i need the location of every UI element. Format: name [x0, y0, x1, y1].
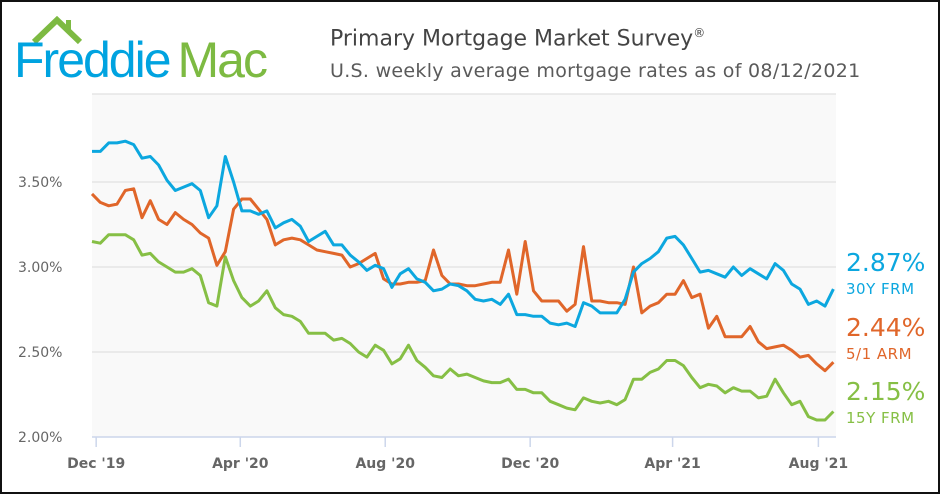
x-tick-label: Dec '20: [501, 456, 559, 472]
x-tick-label: Apr '21: [644, 456, 700, 472]
title-text: Primary Mortgage Market Survey: [330, 26, 694, 52]
series-line-frm15: [91, 233, 835, 422]
x-tick-label: Aug '20: [355, 456, 415, 472]
y-tick-label: 3.50%: [18, 175, 62, 191]
series-name-frm15: 15Y FRM: [846, 409, 915, 427]
logo-freddie: Freddie: [14, 32, 172, 88]
x-tick-label: Aug '21: [789, 456, 848, 472]
x-tick-label: Dec '19: [67, 456, 125, 472]
y-tick-label: 2.50%: [18, 345, 62, 361]
page-subtitle: U.S. weekly average mortgage rates as of…: [330, 60, 861, 82]
logo-mac: Mac: [177, 32, 268, 88]
plot-area: [92, 94, 836, 437]
last-value-arm51: 2.44%: [846, 313, 926, 342]
page-title: Primary Mortgage Market Survey®: [330, 26, 705, 51]
registered-mark: ®: [693, 26, 706, 40]
series-line-frm30: [92, 139, 835, 328]
y-tick-label: 2.00%: [18, 430, 62, 446]
last-value-frm30: 2.87%: [846, 248, 926, 277]
house-roof-icon: [31, 16, 83, 45]
y-tick-label: 3.00%: [18, 260, 62, 276]
series-name-arm51: 5/1 ARM: [846, 345, 913, 363]
last-value-frm15: 2.15%: [846, 377, 926, 406]
x-tick-label: Apr '20: [212, 456, 269, 472]
series-line-arm51: [90, 187, 835, 373]
freddie-mac-logo: Freddie Mac: [14, 16, 304, 86]
series-name-frm30: 30Y FRM: [846, 280, 915, 298]
